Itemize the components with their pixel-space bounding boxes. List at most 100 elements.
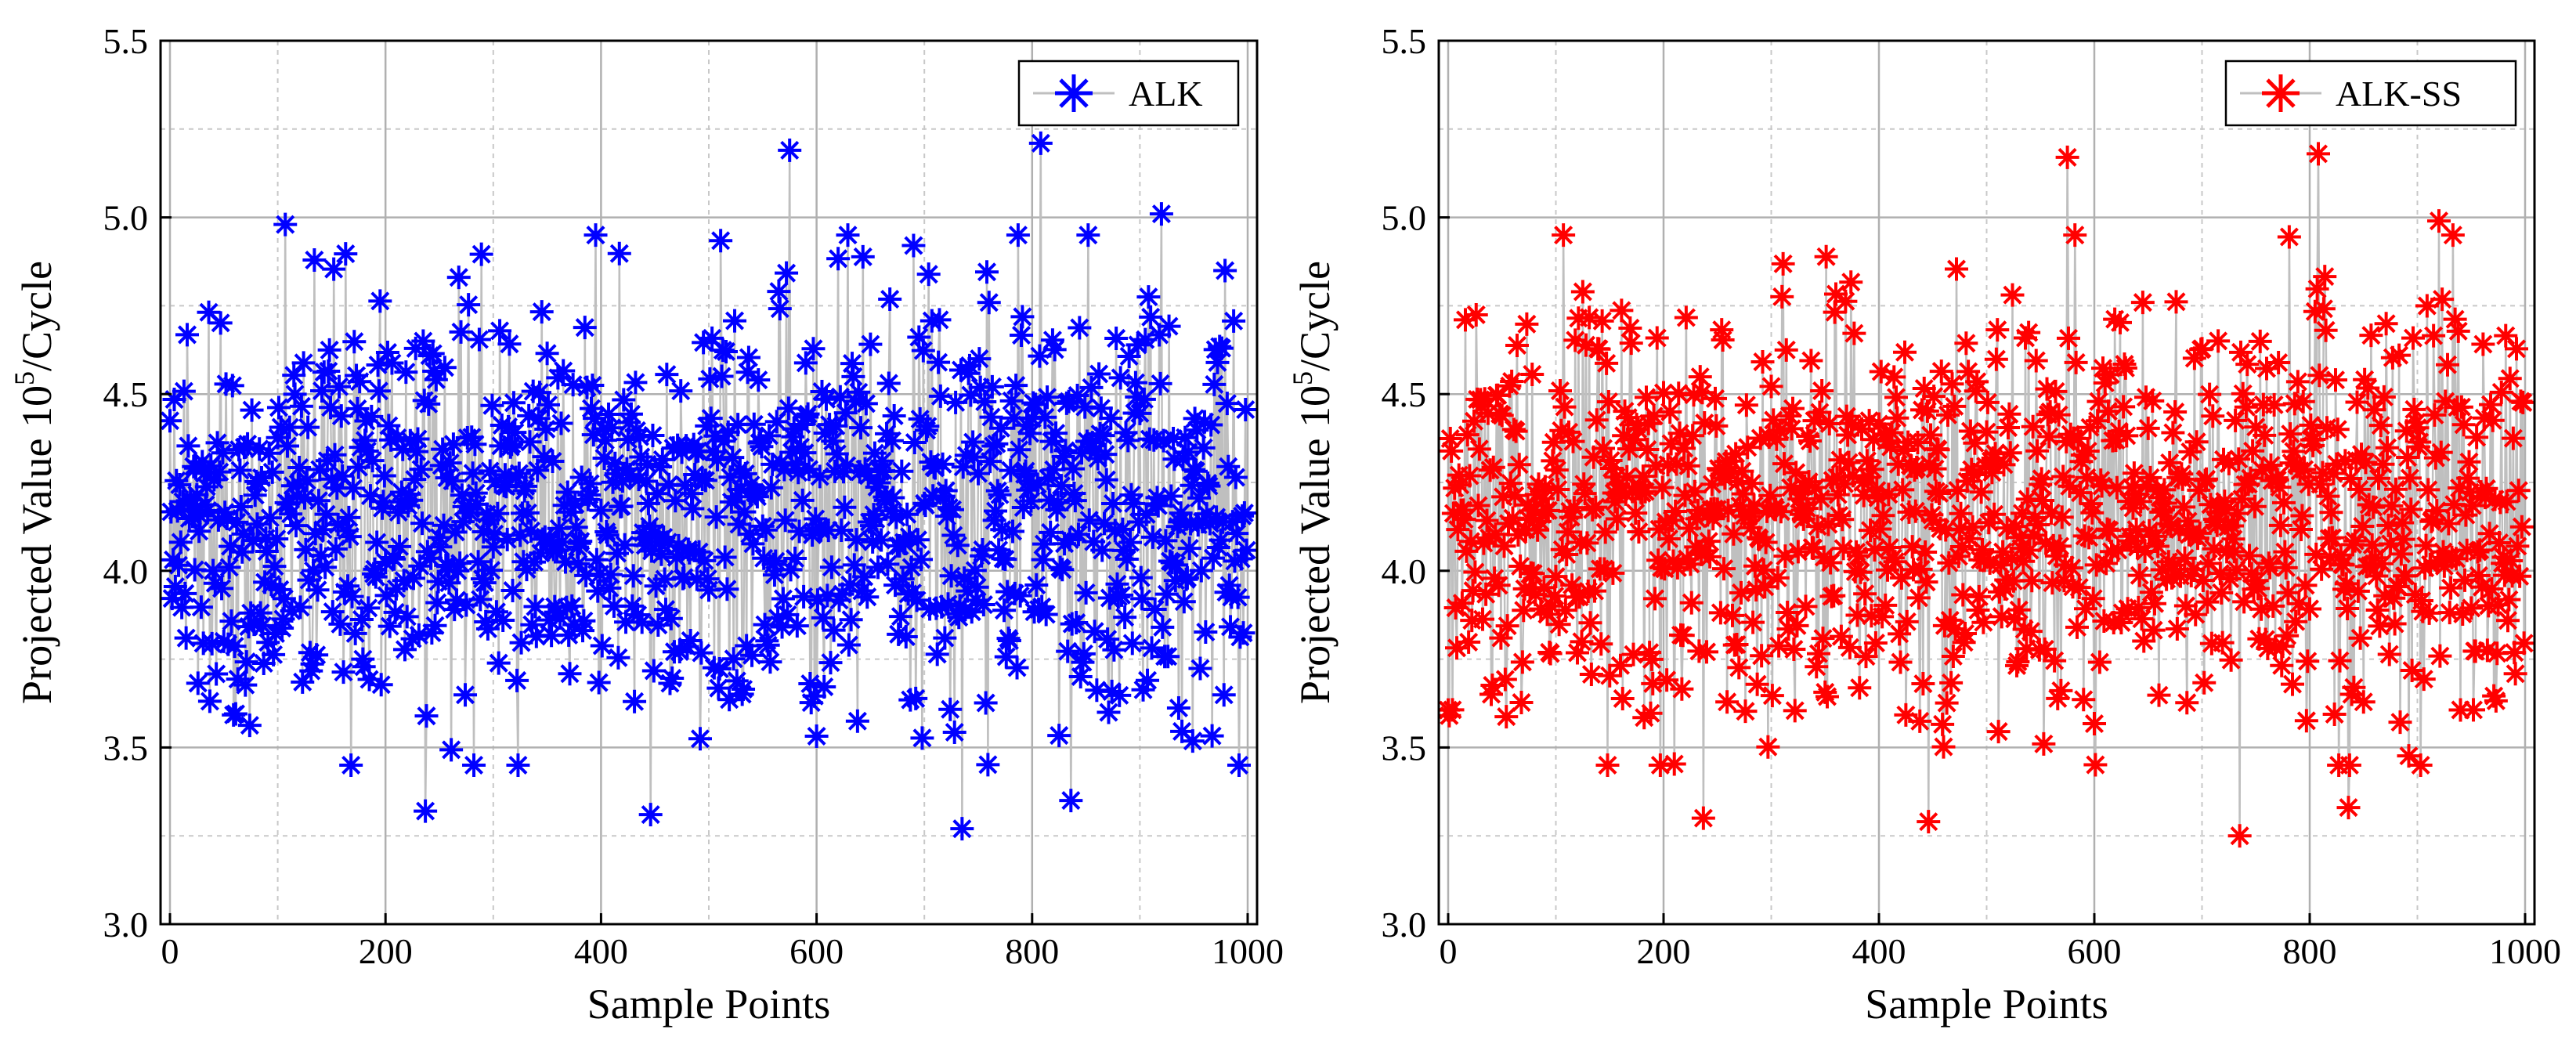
data-point <box>2009 536 2033 561</box>
data-point <box>2482 684 2506 708</box>
data-point <box>1500 370 1524 394</box>
data-point <box>1682 383 1706 407</box>
data-point <box>392 638 417 662</box>
data-point <box>201 558 226 583</box>
data-point <box>1610 686 1635 710</box>
data-point <box>284 514 308 538</box>
data-point <box>2370 551 2394 576</box>
data-point <box>408 554 432 578</box>
data-point <box>2241 439 2265 463</box>
data-point <box>2463 639 2487 663</box>
data-point <box>1003 581 1027 605</box>
data-point <box>1209 336 1234 360</box>
data-point <box>2098 363 2123 387</box>
data-point <box>2144 524 2168 548</box>
data-point <box>741 532 765 556</box>
data-point <box>2253 627 2278 652</box>
data-point <box>1885 406 1909 430</box>
data-point <box>1862 428 1886 452</box>
x-tick-label: 1000 <box>1212 931 1284 971</box>
data-point <box>2068 481 2093 505</box>
data-point <box>1031 547 1055 572</box>
data-point <box>339 753 363 777</box>
data-point <box>1698 544 1722 569</box>
data-point <box>2386 574 2410 598</box>
data-point <box>2394 564 2418 588</box>
data-point <box>1169 501 1193 526</box>
data-point <box>1764 497 1787 522</box>
data-point <box>1064 611 1089 635</box>
data-point <box>1212 683 1236 707</box>
data-point <box>2106 538 2130 562</box>
data-point <box>987 538 1011 562</box>
data-point <box>424 367 448 392</box>
data-point <box>2271 634 2295 659</box>
data-point <box>162 388 186 412</box>
data-point <box>397 482 421 507</box>
data-point <box>1983 442 2007 466</box>
data-point <box>646 613 670 638</box>
data-point <box>692 331 716 355</box>
data-point <box>2472 406 2496 430</box>
data-point <box>1051 444 1075 468</box>
data-point <box>497 332 522 356</box>
data-point <box>1523 498 1546 522</box>
data-point <box>1455 423 1479 447</box>
data-point <box>392 569 416 593</box>
data-point <box>1716 498 1740 522</box>
data-point <box>1128 401 1152 425</box>
data-point <box>1085 678 1109 703</box>
data-point <box>992 598 1017 623</box>
data-point <box>1227 753 1251 777</box>
data-point <box>2477 522 2502 546</box>
data-point <box>758 650 782 674</box>
data-point <box>1025 472 1050 497</box>
data-point <box>280 474 305 498</box>
data-point <box>247 437 272 461</box>
data-point <box>438 451 462 475</box>
data-point <box>2350 442 2373 467</box>
data-point <box>1504 419 1528 443</box>
data-point <box>294 468 319 493</box>
data-point <box>1111 517 1135 541</box>
data-point <box>849 416 873 440</box>
data-point <box>658 671 682 695</box>
data-point <box>352 655 376 679</box>
data-point <box>2127 563 2151 587</box>
data-point <box>1978 551 2002 575</box>
data-point <box>1454 539 1479 563</box>
data-point <box>1681 424 1705 448</box>
data-point <box>257 441 281 465</box>
data-point <box>363 565 388 589</box>
data-point <box>2003 607 2027 631</box>
data-point <box>375 341 399 365</box>
data-point <box>1662 752 1686 776</box>
data-point <box>2219 648 2243 672</box>
data-point <box>1217 573 1241 598</box>
data-point <box>2485 641 2509 666</box>
data-point <box>735 634 759 658</box>
data-point <box>182 558 207 582</box>
data-point <box>233 673 258 697</box>
data-point <box>1754 530 1778 554</box>
data-point <box>672 565 696 590</box>
data-point <box>847 460 872 484</box>
data-point <box>802 684 826 708</box>
data-point <box>1686 498 1710 522</box>
data-point <box>526 406 551 431</box>
data-point <box>738 522 762 546</box>
data-point <box>1089 396 1113 421</box>
data-point <box>1024 573 1049 598</box>
data-point <box>1738 501 1761 526</box>
data-point <box>1997 402 2021 426</box>
x-tick-label: 400 <box>1852 931 1906 971</box>
data-point <box>2086 389 2111 414</box>
data-point <box>2417 601 2441 625</box>
data-point <box>524 624 548 648</box>
data-point <box>1862 538 1887 562</box>
data-point <box>1610 298 1634 323</box>
data-point <box>482 522 507 546</box>
data-point <box>2065 615 2089 639</box>
data-point <box>1765 427 1789 451</box>
data-point <box>1609 653 1632 677</box>
